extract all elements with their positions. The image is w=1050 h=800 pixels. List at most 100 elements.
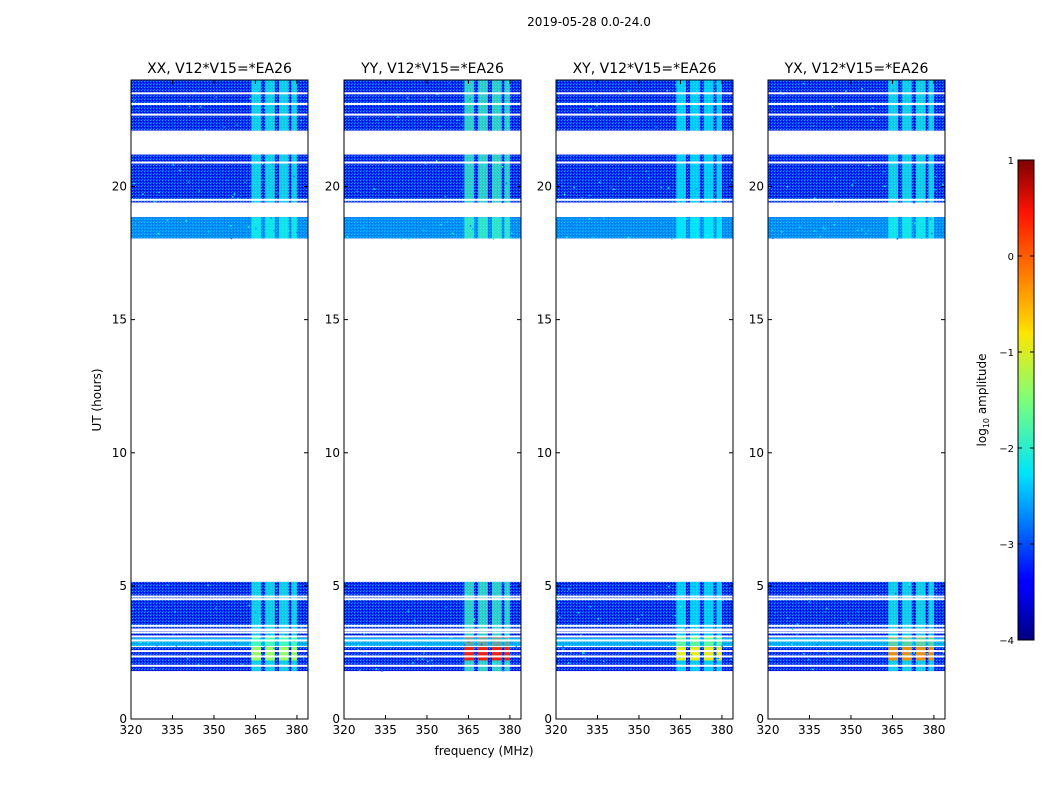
speckle (712, 233, 714, 235)
y-tick-label: 15 (749, 313, 764, 327)
rfi-stripe (291, 581, 297, 629)
speckle (871, 119, 874, 121)
speckle (814, 197, 816, 199)
speckle (472, 220, 475, 222)
x-axis-label: frequency (MHz) (434, 744, 533, 758)
colorbar-tick-label: −2 (999, 444, 1014, 455)
rfi-stripe (265, 217, 275, 239)
speckle (863, 668, 866, 671)
colorbar-tick-label: 1 (1008, 156, 1014, 167)
speckle (676, 634, 679, 636)
speckle (592, 237, 594, 239)
speckle (501, 165, 504, 168)
speckle (666, 634, 668, 637)
panel-axes (130, 79, 309, 720)
y-tick-label: 20 (749, 180, 764, 194)
speckle (277, 192, 280, 195)
speckle (892, 89, 894, 92)
flag-line (344, 595, 521, 598)
colorbar-label-prefix: log (975, 428, 989, 446)
x-tick-label: 320 (333, 723, 356, 737)
speckle (561, 185, 563, 187)
rfi-strong (251, 647, 261, 661)
flag-line (131, 102, 308, 105)
speckle (786, 186, 789, 188)
speckle (362, 226, 364, 228)
x-tick-label: 320 (120, 723, 143, 737)
y-tick-label: 0 (544, 712, 552, 726)
y-tick-label: 10 (749, 446, 764, 460)
flag-line (768, 635, 945, 638)
speckle (262, 179, 264, 182)
colorbar-label-suffix: amplitude (975, 354, 989, 418)
speckle (819, 229, 821, 232)
rfi-stripe (478, 217, 488, 239)
speckle (510, 232, 513, 234)
speckle (388, 159, 391, 161)
speckle (630, 668, 632, 670)
speckle (808, 601, 811, 603)
speckle (356, 116, 359, 119)
flag-line (344, 161, 521, 164)
speckle (834, 177, 836, 179)
speckle (865, 232, 867, 235)
speckle (515, 645, 518, 647)
rfi-stripe (915, 581, 926, 629)
speckle (817, 634, 819, 637)
speckle (577, 611, 580, 614)
speckle (139, 641, 142, 644)
speckle (774, 612, 777, 614)
speckle (908, 583, 911, 586)
speckle (244, 181, 246, 184)
y-tick-label: 5 (544, 579, 552, 593)
speckle (155, 606, 157, 608)
flag-line (768, 655, 945, 658)
speckle (898, 668, 900, 670)
speckle (602, 660, 605, 662)
flag-line (344, 664, 521, 667)
rfi-stripe (265, 154, 275, 203)
panel-4: YX, V12*V15=*EA26 320 335 350 365 380 0 5 10 15 20 (749, 61, 946, 737)
speckle (563, 193, 566, 196)
rfi-strong (915, 647, 926, 661)
flag-line (344, 102, 521, 105)
speckle (462, 223, 465, 225)
speckle (580, 634, 582, 636)
speckle (153, 201, 156, 203)
speckle (929, 218, 932, 220)
speckle (628, 177, 631, 179)
speckle (666, 89, 669, 92)
speckle (812, 668, 814, 671)
speckle (444, 196, 447, 198)
speckle (250, 637, 252, 639)
rfi-stripe (676, 80, 686, 131)
speckle (157, 232, 160, 235)
speckle (589, 194, 591, 197)
flag-line (344, 214, 521, 217)
speckle (179, 169, 181, 172)
speckle (431, 659, 433, 662)
speckle (471, 188, 474, 190)
flag-line (344, 639, 521, 642)
speckle (790, 643, 793, 646)
speckle (821, 614, 824, 617)
speckle (207, 231, 210, 233)
x-tick-label: 365 (881, 723, 904, 737)
speckle (249, 97, 252, 100)
speckle (818, 641, 821, 644)
speckle (719, 237, 722, 239)
speckle (152, 667, 155, 670)
rfi-stripe (888, 154, 898, 203)
speckle (604, 111, 606, 114)
colorbar-tick-label: −1 (999, 348, 1014, 359)
rfi-stripe (902, 80, 912, 131)
speckle (474, 232, 476, 235)
speckle (194, 644, 197, 646)
speckle (172, 164, 175, 166)
speckle (276, 608, 278, 611)
flag-line (556, 161, 733, 164)
speckle (598, 181, 601, 184)
data-band-bright (556, 217, 733, 239)
colorbar-gradient (1017, 159, 1035, 641)
speckle (865, 232, 868, 235)
